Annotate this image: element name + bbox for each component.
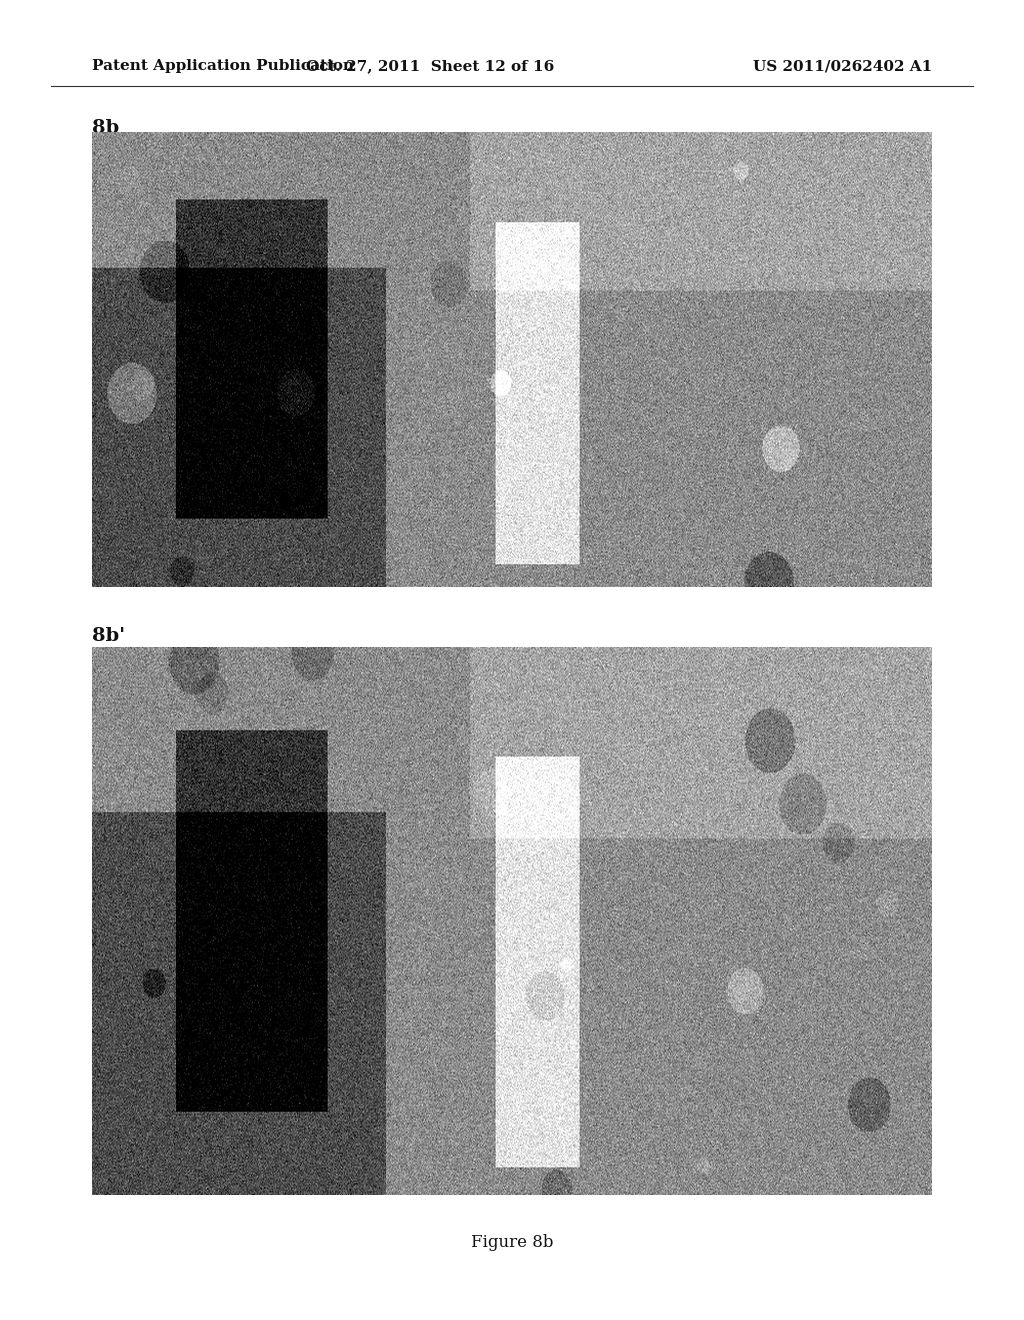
Text: F: F xyxy=(359,937,368,950)
Text: Patent Application Publication: Patent Application Publication xyxy=(92,59,354,74)
Text: K: K xyxy=(748,726,758,739)
Text: A: A xyxy=(553,1089,563,1102)
Text: 8b: 8b xyxy=(92,119,119,137)
Text: US 2011/0262402 A1: US 2011/0262402 A1 xyxy=(753,59,932,74)
Text: L: L xyxy=(677,752,685,766)
Text: 8b': 8b' xyxy=(92,627,125,645)
Text: D: D xyxy=(435,1109,445,1122)
Text: Oct. 27, 2011  Sheet 12 of 16: Oct. 27, 2011 Sheet 12 of 16 xyxy=(306,59,554,74)
Text: I: I xyxy=(760,865,766,878)
Text: D: D xyxy=(215,706,225,719)
Text: Figure 8b: Figure 8b xyxy=(471,1234,553,1251)
Text: D: D xyxy=(195,924,205,937)
Text: B: B xyxy=(256,726,266,739)
Text: C: C xyxy=(394,812,404,825)
Text: E: E xyxy=(200,762,210,775)
Text: B: B xyxy=(486,1063,497,1076)
